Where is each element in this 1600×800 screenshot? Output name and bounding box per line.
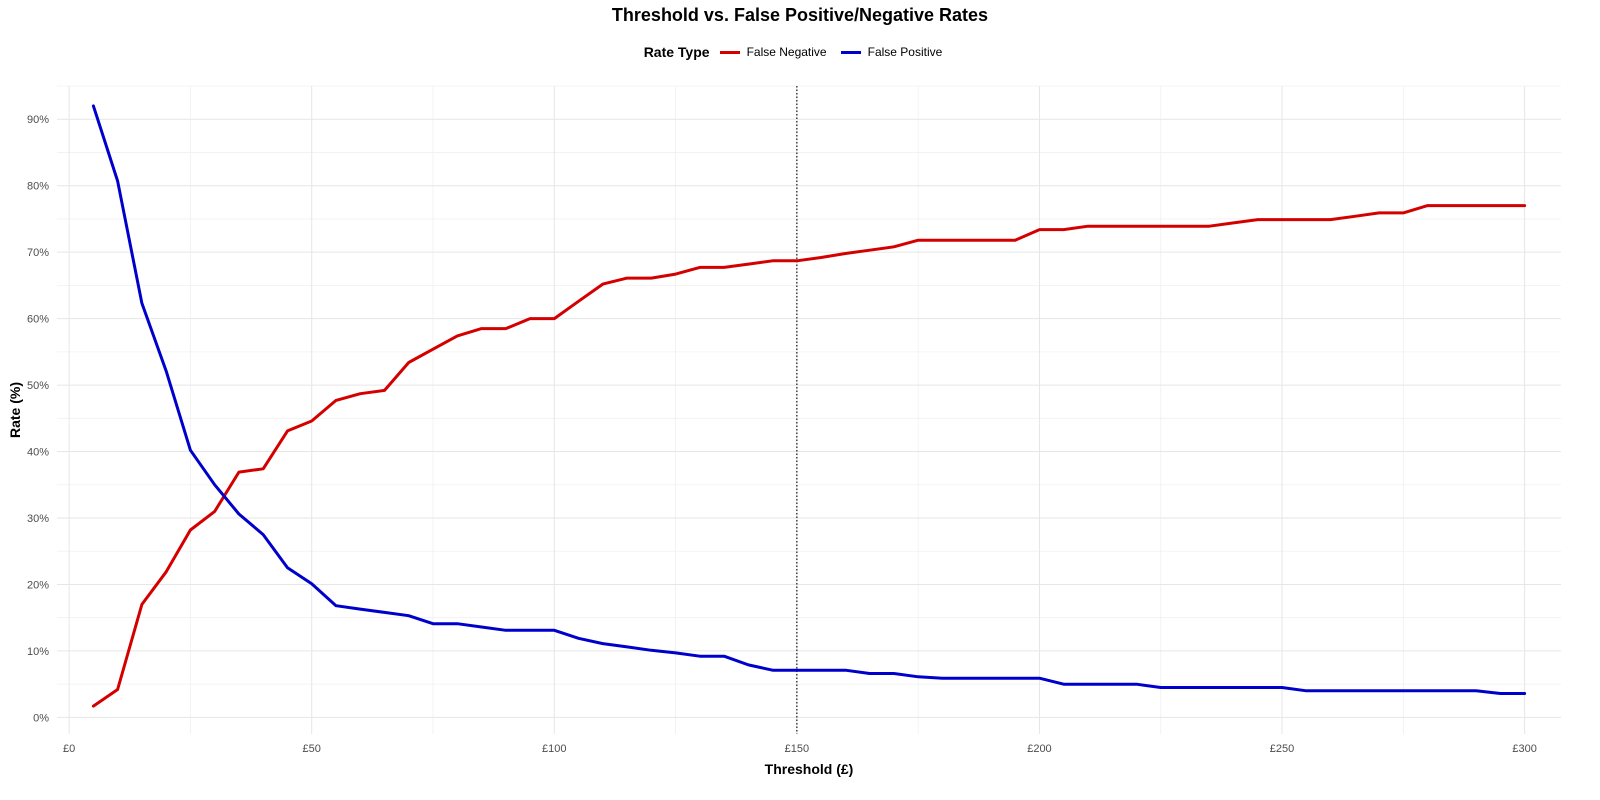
legend-key-false-positive [840, 50, 861, 54]
series-line-false-negative [91, 204, 1527, 708]
x-tick-label: £200 [1027, 743, 1051, 755]
y-tick-label: 30% [27, 513, 49, 525]
y-tick-label: 60% [27, 314, 49, 326]
y-tick-label: 0% [33, 712, 49, 724]
legend-label-false-positive: False Positive [867, 45, 943, 59]
x-tick-label: £50 [303, 743, 321, 755]
y-axis-title: Rate (%) [7, 382, 23, 438]
chart-title: Threshold vs. False Positive/Negative Ra… [611, 5, 989, 25]
y-tick-label: 90% [27, 114, 49, 126]
x-tick-label: £100 [542, 743, 566, 755]
legend-label-false-negative: False Negative [746, 45, 827, 59]
y-tick-label: 70% [27, 247, 49, 259]
series-line-false-positive [91, 104, 1527, 695]
x-tick-label: £150 [785, 743, 809, 755]
x-tick-label: £250 [1270, 743, 1294, 755]
legend-item-false-negative: False Negative [719, 45, 827, 59]
y-tick-label: 20% [27, 579, 49, 591]
y-tick-label: 10% [27, 646, 49, 658]
legend-key-false-negative [719, 50, 740, 54]
x-tick-label: £0 [63, 743, 75, 755]
legend-item-false-positive: False Positive [840, 45, 943, 59]
y-tick-label: 40% [27, 447, 49, 459]
legend-title: Rate Type [643, 44, 710, 60]
x-axis-title: Threshold (£) [765, 761, 854, 777]
gridlines [57, 85, 1561, 734]
y-tick-label: 80% [27, 181, 49, 193]
legend: Rate Type False Negative False Positive [0, 44, 1600, 60]
y-tick-label: 50% [27, 380, 49, 392]
x-tick-label: £300 [1512, 743, 1536, 755]
